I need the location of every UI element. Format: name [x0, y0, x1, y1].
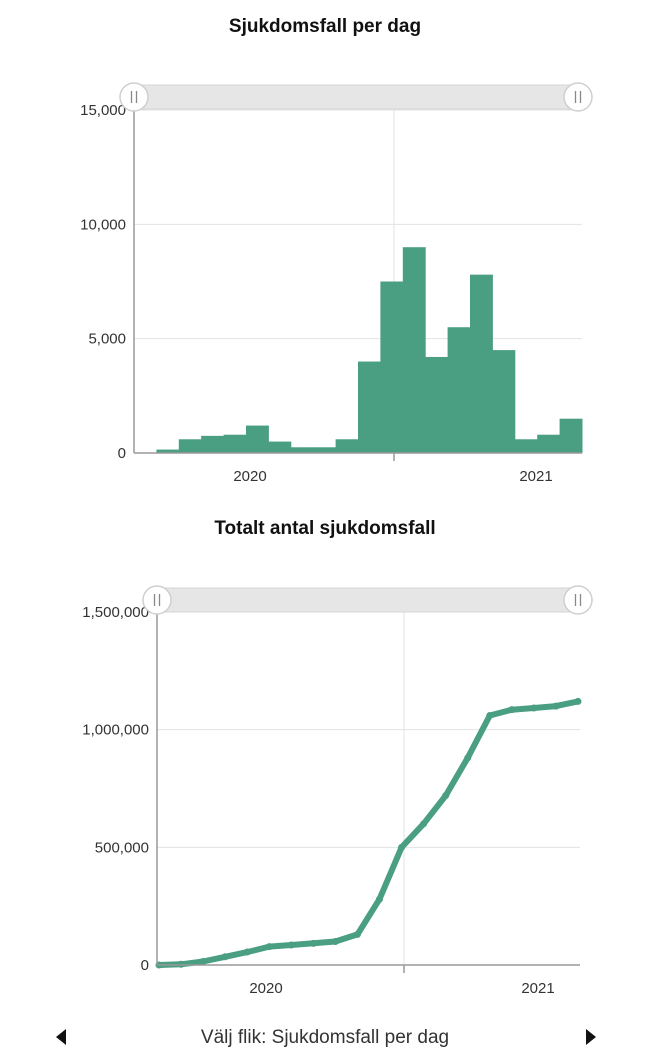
- slider-handle-right[interactable]: [563, 585, 593, 615]
- line-series: [155, 697, 582, 969]
- point-2020-08: [420, 820, 428, 828]
- axes: 0 5,000 10,000 15,000 2020 2021: [80, 102, 582, 485]
- point-2020-12: [508, 706, 516, 714]
- point-2020-05: [353, 930, 361, 938]
- bar-2020-03: [290, 447, 314, 453]
- point-2021-01: [530, 704, 538, 712]
- point-2020-10: [464, 754, 472, 762]
- bars: [156, 247, 583, 453]
- daily-cases-chart: 0 5,000 10,000 15,000 2020 2021: [80, 82, 593, 485]
- point-2020-01: [265, 943, 273, 951]
- bar-2020-02: [268, 441, 292, 453]
- bar-2019-10: [178, 439, 202, 453]
- point-2019-11: [221, 953, 229, 961]
- point-2020-03: [309, 939, 317, 947]
- bar-2020-08: [402, 247, 426, 453]
- x-tick-label: 2020: [233, 468, 266, 485]
- bar-2020-11: [470, 274, 493, 453]
- slider-handle-right[interactable]: [563, 82, 593, 112]
- tab-switcher-label: Välj flik: Sjukdomsfall per dag: [200, 1027, 450, 1048]
- slider-track[interactable]: [156, 587, 579, 613]
- x-tick-label: 2021: [521, 980, 554, 997]
- y-tick-label: 10,000: [80, 216, 126, 233]
- slider-handle-left[interactable]: [119, 82, 149, 112]
- point-2021-03: [574, 697, 582, 705]
- bar-2021-02: [537, 434, 561, 453]
- bar-2019-09: [156, 449, 180, 453]
- point-2020-06: [376, 895, 384, 903]
- grid: [134, 109, 582, 453]
- range-slider[interactable]: [119, 82, 593, 112]
- series-line: [156, 698, 581, 968]
- bar-2020-04: [313, 447, 337, 453]
- point-2020-04: [331, 937, 339, 945]
- bar-2020-09: [425, 356, 449, 453]
- range-slider[interactable]: [142, 585, 593, 615]
- point-2020-09: [442, 792, 450, 800]
- point-2020-07: [398, 843, 406, 851]
- bar-2019-11: [201, 435, 225, 453]
- chart-title-daily: Sjukdomsfall per dag: [228, 16, 422, 37]
- triangle-right-icon[interactable]: [586, 1029, 596, 1045]
- chart-title-cumulative: Totalt antal sjukdomsfall: [214, 518, 436, 539]
- point-2020-02: [287, 941, 295, 949]
- bar-2019-12: [223, 434, 247, 453]
- bar-2020-12: [492, 350, 516, 453]
- bar-2021-01: [514, 439, 538, 453]
- y-tick-label: 500,000: [95, 839, 149, 856]
- bar-2020-01: [246, 425, 269, 453]
- axes: 0 500,000 1,000,000 1,500,000 2020 2021: [82, 604, 580, 997]
- bar-2020-05: [335, 439, 359, 453]
- y-tick-label: 1,000,000: [82, 722, 149, 739]
- point-2019-12: [243, 948, 251, 956]
- point-2020-11: [486, 712, 494, 720]
- y-tick-label: 0: [141, 957, 149, 974]
- bar-2020-07: [380, 281, 404, 453]
- x-tick-label: 2020: [249, 980, 282, 997]
- bar-2020-06: [358, 361, 381, 453]
- total-cases-chart: 0 500,000 1,000,000 1,500,000 2020 2021: [82, 585, 593, 997]
- y-tick-label: 5,000: [88, 331, 126, 348]
- y-tick-label: 15,000: [80, 102, 126, 119]
- point-2021-02: [552, 702, 560, 710]
- x-tick-label: 2021: [519, 468, 552, 485]
- bar-2021-03: [559, 418, 583, 453]
- y-tick-label: 1,500,000: [82, 604, 149, 621]
- tab-switcher: Välj flik: Sjukdomsfall per dag: [0, 1025, 650, 1051]
- point-2019-10: [199, 957, 207, 965]
- bar-2020-10: [447, 327, 471, 453]
- triangle-left-icon[interactable]: [56, 1029, 66, 1045]
- slider-handle-left[interactable]: [142, 585, 172, 615]
- y-tick-label: 0: [118, 445, 126, 462]
